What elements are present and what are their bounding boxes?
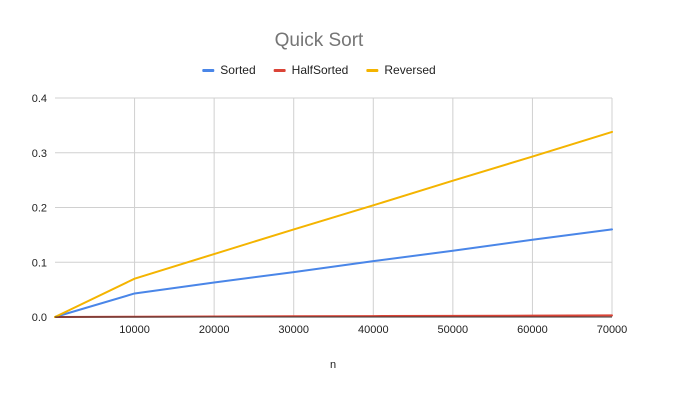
legend: Sorted HalfSorted Reversed: [202, 63, 436, 77]
x-tick-label: 60000: [517, 324, 548, 336]
grid: [55, 97, 613, 317]
legend-item: HalfSorted: [273, 63, 349, 77]
y-tick-label: 0.4: [32, 93, 47, 105]
x-tick-label: 50000: [438, 324, 469, 336]
x-tick-label: 30000: [278, 324, 309, 336]
legend-label: HalfSorted: [292, 63, 349, 77]
y-tick-label: 0.3: [32, 148, 47, 160]
y-tick-label: 0.2: [32, 203, 47, 215]
x-tick-label: 10000: [119, 324, 150, 336]
x-tick-label: 40000: [358, 324, 389, 336]
legend-swatch: [202, 69, 215, 72]
legend-label: Sorted: [220, 63, 255, 77]
series-lines: [54, 130, 613, 318]
legend-swatch: [273, 69, 286, 72]
legend-label: Reversed: [384, 63, 435, 77]
y-tick-label: 0.1: [32, 257, 47, 269]
series-line-reversed: [54, 130, 613, 318]
x-tick-label: 20000: [199, 324, 230, 336]
x-tick-label: 70000: [597, 324, 628, 336]
x-axis-label: n: [330, 359, 336, 371]
legend-item: Sorted: [202, 63, 256, 77]
chart-title: Quick Sort: [275, 30, 364, 51]
y-axis-ticks: 0.0 0.1 0.2 0.3 0.4: [32, 93, 47, 324]
legend-swatch: [366, 69, 379, 72]
y-tick-label: 0.0: [32, 312, 47, 324]
series-line-sorted: [54, 228, 613, 318]
legend-item: Reversed: [366, 63, 436, 77]
x-axis-ticks: 10000 20000 30000 40000 50000 60000 70000: [119, 324, 627, 336]
